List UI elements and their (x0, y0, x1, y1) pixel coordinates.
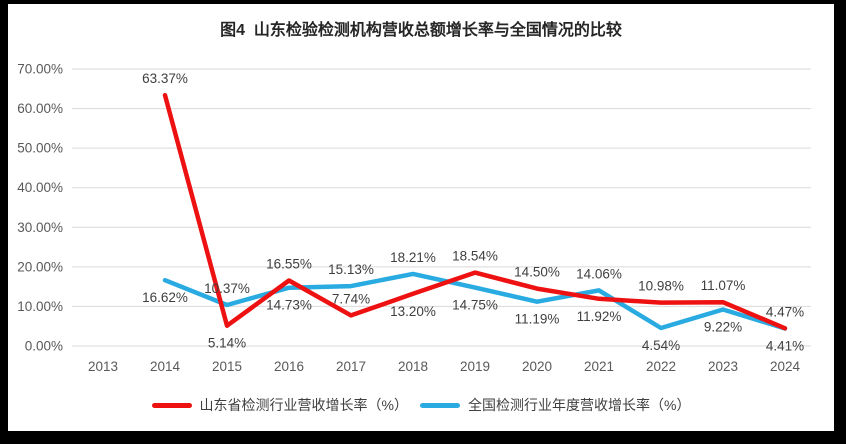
data-label-shandong: 5.14% (208, 336, 246, 351)
legend-label-shandong: 山东省检测行业营收增长率（%） (199, 397, 408, 413)
x-axis-tick-label: 2018 (398, 359, 428, 374)
y-axis-tick-label: 70.00% (17, 62, 63, 77)
y-axis-tick-label: 10.00% (17, 299, 63, 314)
data-label-shandong: 4.47% (766, 304, 804, 319)
data-label-shandong: 16.55% (266, 257, 312, 272)
data-label-national: 11.19% (515, 312, 560, 327)
y-axis-tick-label: 40.00% (17, 180, 63, 195)
data-label-shandong: 10.98% (638, 279, 684, 294)
data-label-shandong: 63.37% (142, 71, 188, 86)
x-axis-tick-label: 2014 (150, 359, 181, 374)
y-axis-tick-label: 60.00% (17, 101, 63, 116)
data-label-national: 15.13% (328, 262, 374, 277)
x-axis-tick-label: 2016 (274, 359, 304, 374)
data-label-national: 16.62% (142, 290, 188, 305)
data-label-national: 18.21% (390, 250, 436, 265)
chart-title: 图4 山东检验检测机构营收总额增长率与全国情况的比较 (220, 22, 622, 39)
data-label-national: 4.41% (766, 339, 804, 354)
data-label-national: 14.73% (266, 298, 312, 313)
x-axis-tick-label: 2017 (336, 359, 366, 374)
data-label-shandong: 11.92% (577, 309, 622, 324)
x-axis-tick-label: 2013 (88, 359, 118, 374)
y-axis-tick-label: 20.00% (17, 259, 63, 274)
legend-swatch-national-icon (420, 402, 460, 408)
data-label-shandong: 14.50% (514, 265, 560, 280)
series-line-shandong (162, 92, 788, 331)
x-axis-tick-label: 2021 (584, 359, 614, 374)
y-axis-tick-label: 0.00% (25, 339, 63, 354)
x-axis-tick-label: 2015 (212, 359, 242, 374)
chart-legend: 山东省检测行业营收增长率（%） 全国检测行业年度营收增长率（%） (8, 395, 834, 415)
legend-item-national: 全国检测行业年度营收增长率（%） (420, 395, 690, 415)
x-axis-tick-label: 2019 (460, 359, 490, 374)
data-label-national: 14.06% (576, 266, 622, 281)
data-label-national: 9.22% (704, 320, 742, 335)
chart-page: 图4 山东检验检测机构营收总额增长率与全国情况的比较 0.00% 10.00% 20… (8, 4, 834, 431)
x-axis-tick-label: 2024 (770, 359, 801, 374)
data-label-shandong: 7.74% (332, 291, 370, 306)
x-axis-tick-label: 2023 (708, 359, 738, 374)
data-label-national: 4.54% (642, 338, 680, 353)
legend-swatch-shandong-icon (151, 402, 192, 408)
data-label-shandong: 11.07% (701, 278, 746, 293)
x-axis-tick-label: 2022 (646, 359, 676, 374)
legend-label-national: 全国检测行业年度营收增长率（%） (468, 397, 691, 413)
data-label-shandong: 18.54% (452, 249, 498, 264)
legend-item-shandong: 山东省检测行业营收增长率（%） (151, 395, 408, 415)
y-axis-tick-label: 30.00% (17, 220, 63, 235)
y-axis-tick-label: 50.00% (17, 141, 63, 156)
data-label-national: 14.75% (452, 298, 498, 313)
data-label-national: 10.37% (204, 281, 250, 296)
x-axis-tick-label: 2020 (522, 359, 552, 374)
chart-canvas: 0.00% 10.00% 20.00% 30.00% 40.00% 50.00% 60.00… (17, 62, 811, 374)
data-label-shandong: 13.20% (390, 304, 436, 319)
